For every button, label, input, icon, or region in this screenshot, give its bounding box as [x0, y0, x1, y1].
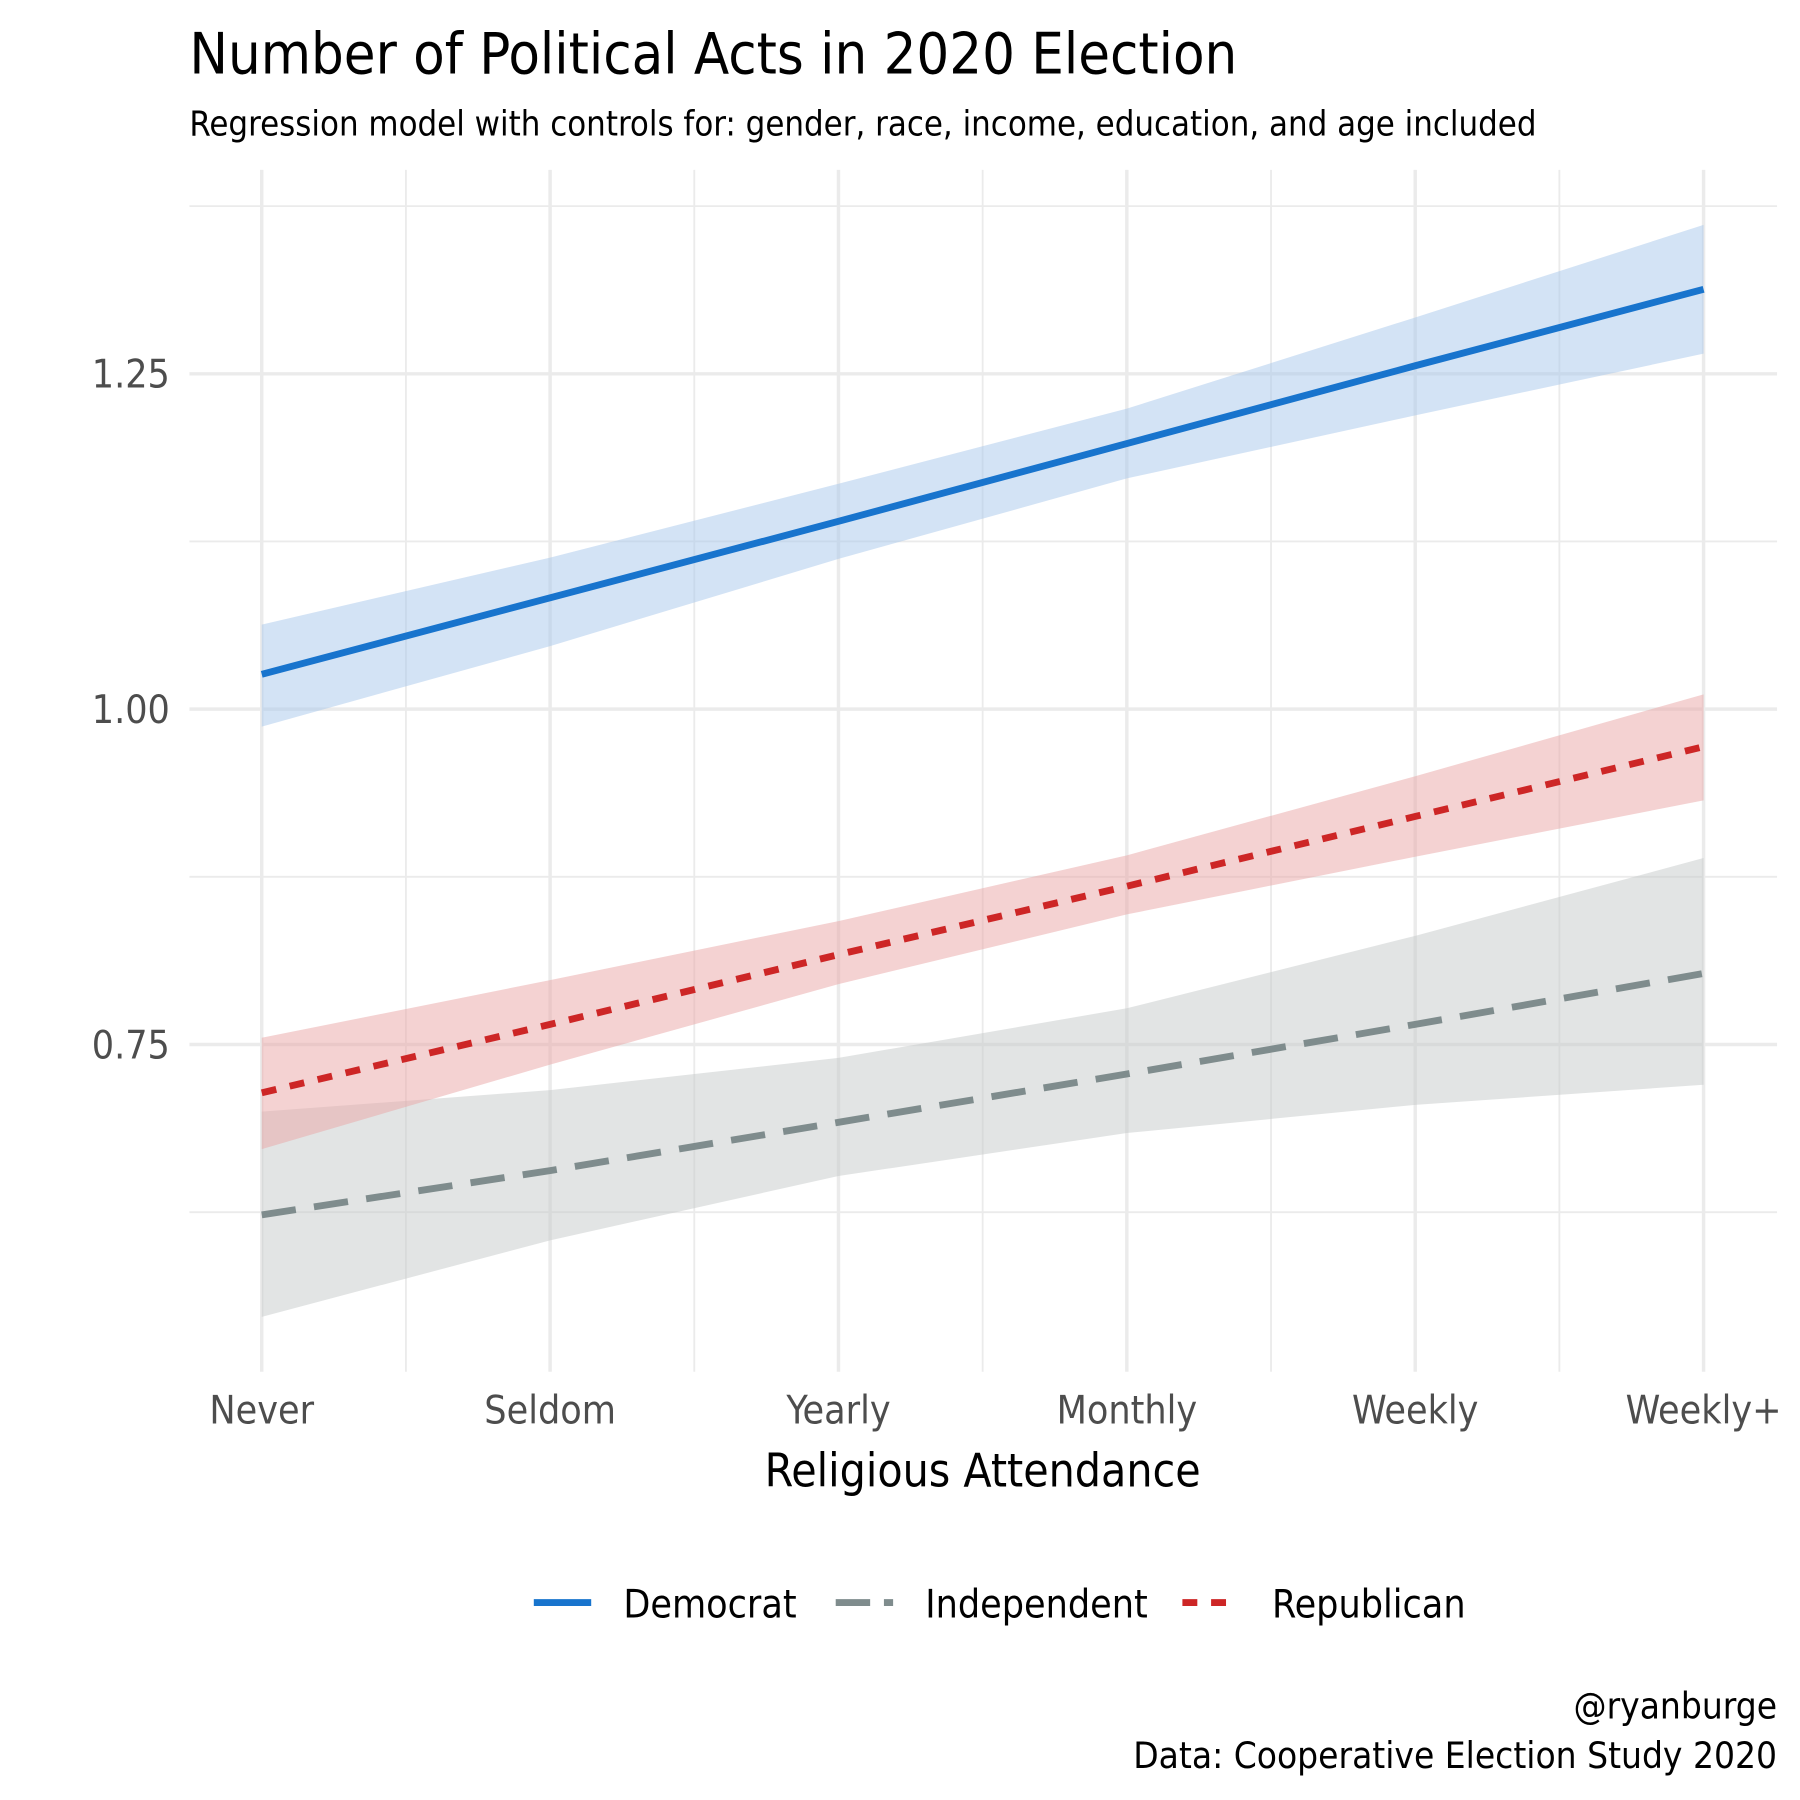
legend: Democrat Independent Republican [533, 1582, 1466, 1627]
y-axis-labels: 0.75 1.00 1.25 [92, 353, 170, 1069]
x-tick-label: Weekly+ [1626, 1388, 1782, 1433]
x-tick-label: Never [209, 1388, 314, 1433]
x-axis-labels: Never Seldom Yearly Monthly Weekly Weekly+ [209, 1388, 1781, 1433]
x-tick-label: Weekly [1352, 1388, 1478, 1433]
y-tick-label: 1.00 [92, 688, 170, 733]
legend-label-republican: Republican [1272, 1582, 1466, 1627]
series-line-democrat [260, 285, 1705, 678]
x-axis-title: Religious Attendance [765, 1444, 1201, 1498]
x-tick-label: Monthly [1057, 1388, 1198, 1433]
confidence-band-democrat [261, 224, 1704, 727]
x-tick-label: Seldom [484, 1388, 616, 1433]
confidence-bands [261, 224, 1704, 1317]
caption-source: Data: Cooperative Election Study 2020 [1133, 1734, 1777, 1777]
series-line-republican [260, 743, 1705, 1097]
y-tick-label: 0.75 [92, 1023, 170, 1068]
chart-title: Number of Political Acts in 2020 Electio… [189, 20, 1237, 87]
legend-label-independent: Independent [925, 1582, 1148, 1627]
confidence-band-republican [261, 694, 1704, 1150]
caption-handle: @ryanburge [1574, 1684, 1778, 1727]
series-line-independent [261, 970, 1705, 1219]
y-tick-label: 1.25 [92, 353, 170, 398]
chart-subtitle: Regression model with controls for: gend… [189, 104, 1536, 144]
confidence-band-independent [261, 858, 1704, 1317]
x-tick-label: Yearly [785, 1388, 890, 1433]
legend-label-democrat: Democrat [623, 1582, 796, 1627]
series-lines [260, 285, 1705, 1219]
